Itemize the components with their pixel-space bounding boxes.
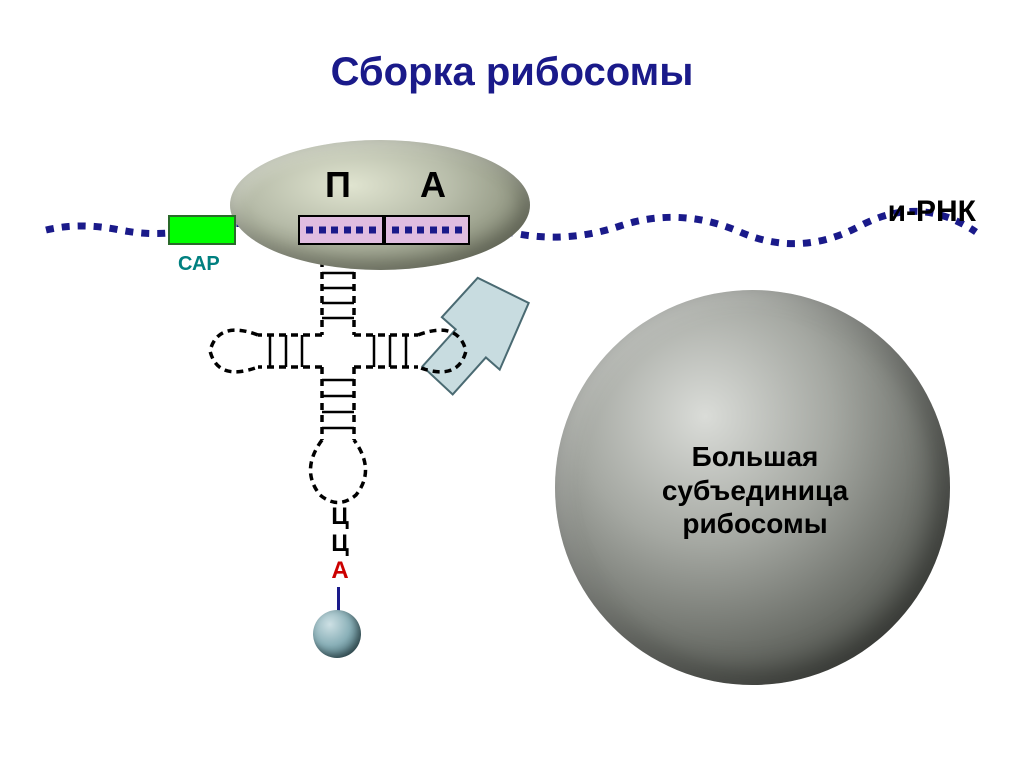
aa-connector [337,587,340,611]
p-site-label: П [325,164,351,206]
small-subunit [230,140,530,270]
trna-basepairs [270,273,406,428]
cap-box [168,215,236,245]
diagram-title: Сборка рибосомы [0,50,1024,95]
trna-cloverleaf [210,242,466,503]
anticodon-2: Ц [330,530,350,558]
p-site-box [298,215,384,245]
title-text: Сборка рибосомы [331,50,694,94]
large-line2: субъединица [662,475,848,506]
arrow-icon [411,271,539,398]
cap-label: САР [178,253,220,276]
large-subunit-label: Большая субъединица рибосомы [605,440,905,541]
anticodon-3: А [330,557,350,585]
large-line1: Большая [692,441,819,472]
a-site-box [384,215,470,245]
anticodon-1: Ц [330,503,350,531]
mrna-label: и-РНК [888,195,976,229]
amino-acid-sphere [313,610,361,658]
large-line3: рибосомы [682,508,827,539]
a-site-label: А [420,164,446,206]
